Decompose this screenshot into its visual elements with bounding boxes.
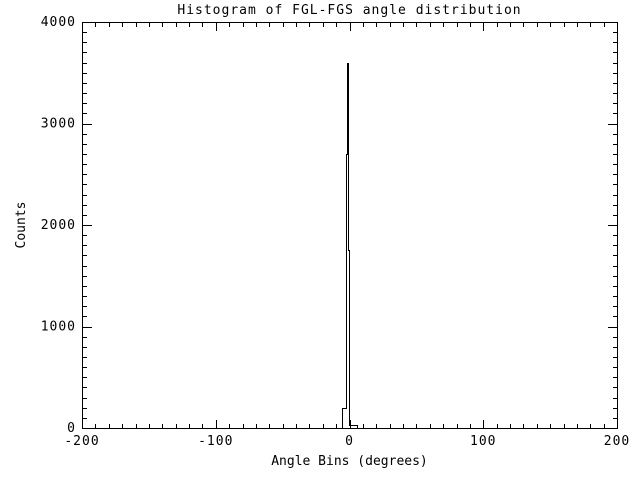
plot-frame: [82, 22, 618, 429]
y-tick-label: 3000: [41, 117, 76, 132]
y-tick-label: 0: [67, 421, 76, 436]
y-tick-label: 4000: [41, 15, 76, 30]
x-axis-label: Angle Bins (degrees): [271, 454, 428, 469]
y-tick-label: 2000: [41, 218, 76, 233]
y-tick-label: 1000: [41, 320, 76, 335]
x-tick-label: 200: [604, 434, 630, 449]
histogram-outline: [82, 63, 618, 429]
x-tick-label: 100: [470, 434, 496, 449]
x-tick-label: -200: [64, 434, 99, 449]
chart-title: Histogram of FGL-FGS angle distribution: [177, 3, 522, 18]
x-tick-label: 0: [345, 434, 354, 449]
x-tick-label: -100: [198, 434, 233, 449]
